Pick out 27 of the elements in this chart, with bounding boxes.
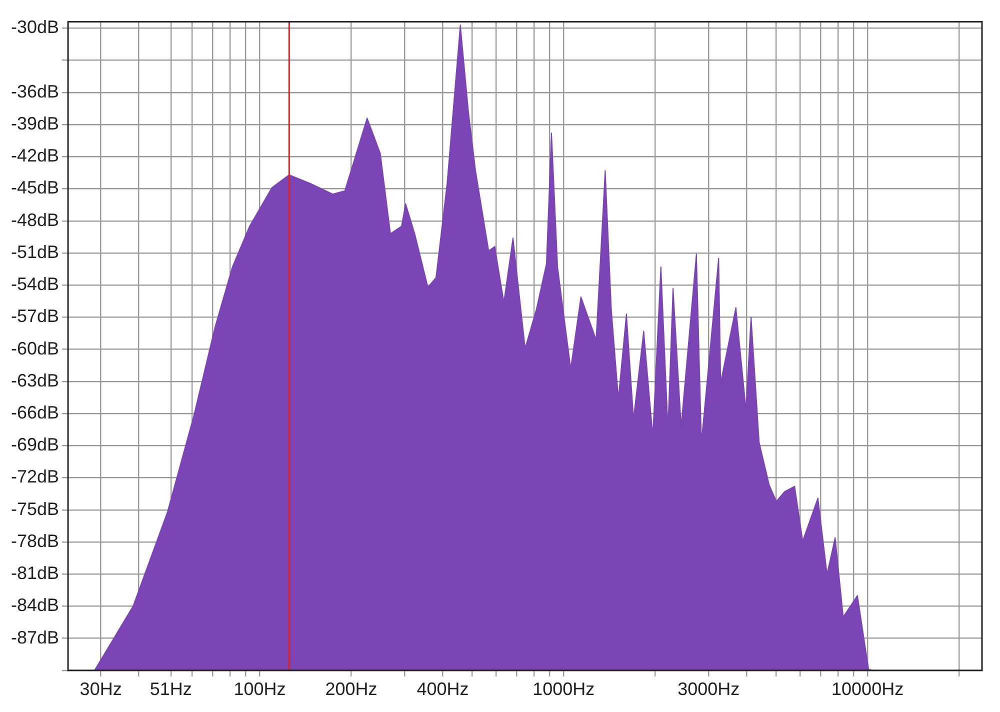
y-tick-label: -30dB <box>10 17 60 38</box>
y-tick-label: -51dB <box>10 242 60 262</box>
y-tick-label: -75dB <box>10 498 60 519</box>
y-tick-label: -87dB <box>10 627 60 648</box>
y-tick-label: -66dB <box>10 402 60 422</box>
y-tick-label: -78dB <box>10 530 60 551</box>
y-tick-label: -36dB <box>10 81 60 102</box>
x-tick-label: 200Hz <box>325 679 378 700</box>
y-tick-label: -72dB <box>10 466 60 487</box>
x-tick-label: 30Hz <box>80 679 122 700</box>
y-tick-label: -48dB <box>10 210 60 230</box>
y-tick-label: -69dB <box>10 434 60 455</box>
x-tick-label: 3000Hz <box>678 679 740 700</box>
y-tick-label: -84dB <box>10 595 60 616</box>
y-tick-label: -54dB <box>10 274 60 294</box>
y-tick-label: -60dB <box>10 338 60 358</box>
x-tick-label: 1000Hz <box>532 679 595 700</box>
y-tick-label: -81dB <box>10 563 60 584</box>
y-tick-label: -39dB <box>10 114 60 134</box>
x-tick-label: 10000Hz <box>832 679 904 700</box>
x-tick-label: 51Hz <box>150 679 192 700</box>
y-tick-label: -57dB <box>10 306 60 326</box>
y-tick-label: -45dB <box>10 178 60 198</box>
x-tick-label: 400Hz <box>416 679 469 700</box>
x-tick-label: 100Hz <box>234 679 286 700</box>
y-tick-label: -63dB <box>10 370 60 390</box>
y-tick-label: -42dB <box>10 146 60 166</box>
